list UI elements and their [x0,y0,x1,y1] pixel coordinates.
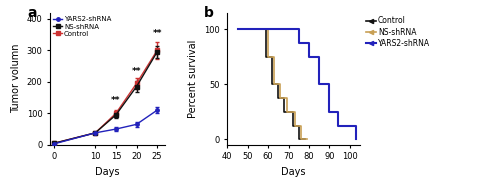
Control [282,111,288,113]
YARS2-shRNA [353,138,359,140]
Control [276,97,281,99]
YARS2-shRNA [334,125,340,127]
Text: b: b [204,6,214,20]
Text: **: ** [111,96,120,105]
NS-shRNA [265,56,271,58]
NS-shRNA [298,138,304,140]
Control [302,138,308,140]
NS-shRNA [292,111,298,113]
Control [276,83,281,85]
Y-axis label: Percent survival: Percent survival [188,39,198,118]
X-axis label: Days: Days [282,167,306,177]
Control [296,125,302,127]
Control [263,28,269,30]
Control [282,97,288,99]
YARS2-shRNA [306,56,312,58]
NS-shRNA [298,125,304,127]
NS-shRNA [304,138,310,140]
NS-shRNA [284,111,290,113]
Y-axis label: Tumor volumn: Tumor volumn [11,44,21,113]
Control [234,28,240,30]
NS-shRNA [278,97,283,99]
YARS2-shRNA [296,42,302,44]
Control [290,111,296,113]
NS-shRNA [234,28,240,30]
NS-shRNA [304,138,310,140]
Control [290,125,296,127]
Text: **: ** [132,67,141,76]
Line: NS-shRNA: NS-shRNA [238,29,307,139]
Line: Control: Control [238,29,305,139]
Control [302,138,308,140]
YARS2-shRNA [234,28,240,30]
YARS2-shRNA [326,111,332,113]
Text: a: a [27,6,36,20]
YARS2-shRNA [306,42,312,44]
NS-shRNA [265,28,271,30]
Text: **: ** [152,29,162,38]
Control [269,83,275,85]
X-axis label: Days: Days [96,167,120,177]
YARS2-shRNA [334,111,340,113]
Legend: Control, NS-shRNA, YARS2-shRNA: Control, NS-shRNA, YARS2-shRNA [366,16,430,48]
YARS2-shRNA [345,125,351,127]
YARS2-shRNA [316,83,322,85]
YARS2-shRNA [326,83,332,85]
NS-shRNA [272,56,278,58]
Control [296,138,302,140]
NS-shRNA [278,83,283,85]
Control [263,56,269,58]
YARS2-shRNA [353,125,359,127]
YARS2-shRNA [345,125,351,127]
NS-shRNA [272,83,278,85]
Line: YARS2-shRNA: YARS2-shRNA [238,29,356,139]
YARS2-shRNA [296,28,302,30]
NS-shRNA [292,125,298,127]
YARS2-shRNA [316,56,322,58]
Control [269,56,275,58]
Legend: YARS2-shRNA, NS-shRNA, Control: YARS2-shRNA, NS-shRNA, Control [54,16,112,37]
NS-shRNA [284,97,290,99]
